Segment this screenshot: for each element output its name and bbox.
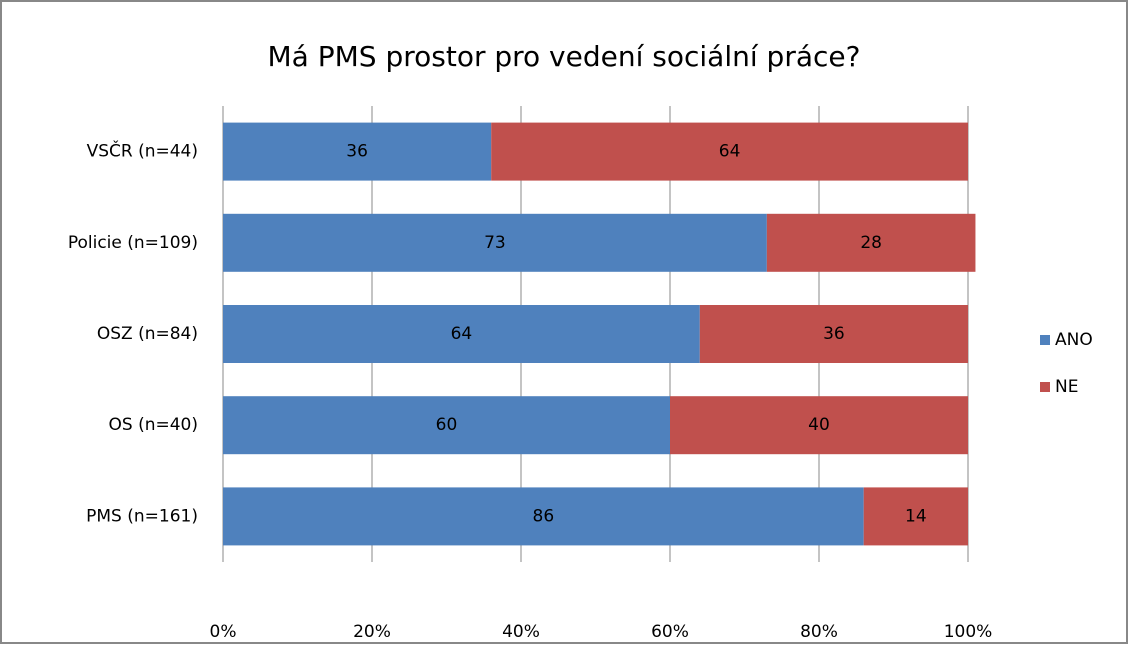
chart-title: Má PMS prostor pro vedení sociální práce… [268,40,861,73]
bar [699,305,968,363]
bar [223,487,864,546]
data-label: 36 [823,324,845,344]
legend-label: NE [1055,377,1078,397]
data-label: 36 [346,142,368,162]
bar [491,122,968,181]
data-label: 40 [808,415,830,435]
y-tick-label: VSČR (n=44) [87,140,198,162]
legend-swatch [1040,335,1050,345]
bar [223,305,700,363]
data-label: 14 [905,506,927,526]
bar [863,487,968,546]
data-label: 86 [533,506,555,526]
bar [670,396,968,455]
data-label: 28 [860,233,882,253]
data-label: 64 [451,324,473,344]
data-label: 73 [484,233,506,253]
x-tick-label: 20% [353,622,391,642]
bar [223,122,492,181]
legend-label: ANO [1055,330,1093,350]
data-label: 64 [719,142,741,162]
bar [223,213,767,272]
x-tick-label: 0% [210,622,237,642]
y-tick-label: PMS (n=161) [86,506,198,526]
y-tick-label: Policie (n=109) [68,233,198,253]
legend-swatch [1040,382,1050,392]
bar [766,213,976,272]
y-tick-label: OS (n=40) [109,415,199,435]
y-tick-label: OSZ (n=84) [97,324,198,344]
bar [223,396,670,455]
x-tick-label: 100% [944,622,993,642]
x-tick-label: 40% [502,622,540,642]
data-label: 60 [436,415,458,435]
x-tick-label: 80% [800,622,838,642]
x-tick-label: 60% [651,622,689,642]
